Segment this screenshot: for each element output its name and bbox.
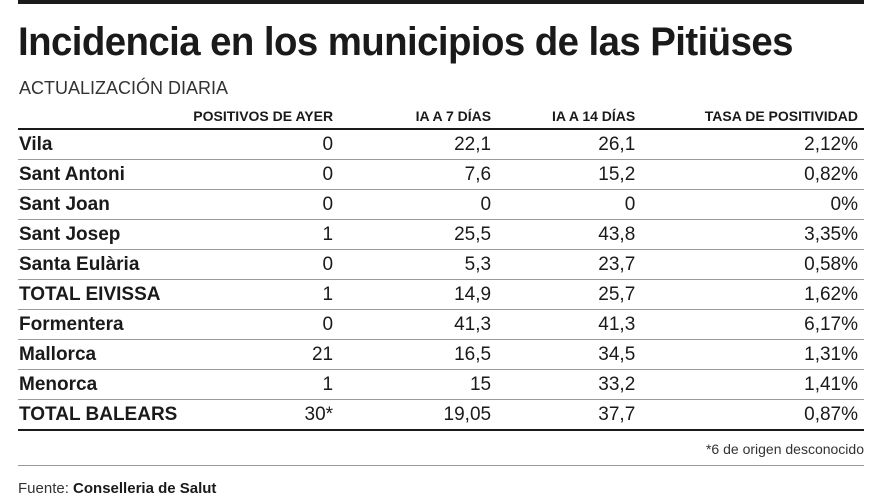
ia14-cell: 37,7	[497, 399, 642, 431]
ia7-cell: 14,9	[339, 279, 498, 310]
ia7-cell: 22,1	[339, 129, 498, 160]
positivity-cell: 3,35%	[641, 219, 864, 250]
column-header-municipality	[18, 104, 184, 130]
ia14-cell: 26,1	[497, 129, 642, 160]
table-row-total-eivissa: TOTAL EIVISSA 1 14,9 25,7 1,62%	[18, 279, 864, 310]
positives-cell: 0	[183, 189, 340, 220]
table-row: Formentera 0 41,3 41,3 6,17%	[18, 309, 864, 340]
municipality-cell: Menorca	[18, 369, 184, 400]
ia14-cell: 15,2	[497, 159, 642, 190]
ia14-cell: 33,2	[497, 369, 642, 400]
ia14-cell: 25,7	[497, 279, 642, 310]
ia14-cell: 23,7	[497, 249, 642, 280]
municipality-cell: Sant Josep	[18, 219, 184, 250]
positives-cell: 30*	[183, 399, 340, 431]
positives-cell: 1	[183, 279, 340, 310]
page-title: Incidencia en los municipios de las Piti…	[18, 20, 793, 64]
ia14-cell: 41,3	[497, 309, 642, 340]
ia14-cell: 34,5	[497, 339, 642, 370]
source-credit: Fuente: Conselleria de Salut	[18, 480, 216, 497]
municipality-cell: Sant Antoni	[18, 159, 184, 190]
positivity-cell: 0,87%	[641, 399, 864, 431]
municipality-cell: Formentera	[18, 309, 184, 340]
source-name: Conselleria de Salut	[73, 480, 217, 497]
positivity-cell: 0%	[641, 189, 864, 220]
column-header-positives: POSITIVOS DE AYER	[183, 104, 340, 130]
municipality-cell: Mallorca	[18, 339, 184, 370]
table-row-total-balears: TOTAL BALEARS 30* 19,05 37,7 0,87%	[18, 399, 864, 431]
footnote: *6 de origen desconocido	[705, 441, 864, 457]
positives-cell: 1	[183, 369, 340, 400]
table-row: Sant Antoni 0 7,6 15,2 0,82%	[18, 159, 864, 190]
ia7-cell: 0	[339, 189, 498, 220]
positives-cell: 1	[183, 219, 340, 250]
source-divider	[18, 465, 864, 466]
positives-cell: 0	[183, 249, 340, 280]
positives-cell: 0	[183, 129, 340, 160]
ia7-cell: 5,3	[339, 249, 498, 280]
column-header-ia7: IA A 7 DÍAS	[339, 104, 498, 130]
positivity-cell: 1,41%	[641, 369, 864, 400]
source-label: Fuente:	[18, 480, 69, 497]
positivity-cell: 0,82%	[641, 159, 864, 190]
ia7-cell: 25,5	[339, 219, 498, 250]
table-row: Mallorca 21 16,5 34,5 1,31%	[18, 339, 864, 370]
table-row: Menorca 1 15 33,2 1,41%	[18, 369, 864, 400]
table-row: Sant Josep 1 25,5 43,8 3,35%	[18, 219, 864, 250]
positives-cell: 0	[183, 309, 340, 340]
municipality-cell: TOTAL BALEARS	[18, 399, 184, 431]
ia14-cell: 43,8	[497, 219, 642, 250]
ia7-cell: 16,5	[339, 339, 498, 370]
ia7-cell: 15	[339, 369, 498, 400]
column-header-positivity: TASA DE POSITIVIDAD	[641, 104, 864, 130]
column-header-ia14: IA A 14 DÍAS	[497, 104, 642, 130]
positivity-cell: 6,17%	[641, 309, 864, 340]
table-row: Santa Eulària 0 5,3 23,7 0,58%	[18, 249, 864, 280]
positivity-cell: 1,31%	[641, 339, 864, 370]
top-rule	[18, 0, 864, 4]
municipality-cell: Sant Joan	[18, 189, 184, 220]
municipality-cell: TOTAL EIVISSA	[18, 279, 184, 310]
table-row: Vila 0 22,1 26,1 2,12%	[18, 129, 864, 160]
positives-cell: 21	[183, 339, 340, 370]
subtitle: ACTUALIZACIÓN DIARIA	[19, 78, 229, 98]
ia7-cell: 19,05	[339, 399, 498, 431]
table-header-row: POSITIVOS DE AYER IA A 7 DÍAS IA A 14 DÍ…	[18, 104, 864, 130]
ia14-cell: 0	[497, 189, 642, 220]
ia7-cell: 41,3	[339, 309, 498, 340]
positivity-cell: 2,12%	[641, 129, 864, 160]
municipality-cell: Vila	[18, 129, 184, 160]
positives-cell: 0	[183, 159, 340, 190]
incidence-table: POSITIVOS DE AYER IA A 7 DÍAS IA A 14 DÍ…	[18, 104, 864, 431]
municipality-cell: Santa Eulària	[18, 249, 184, 280]
positivity-cell: 0,58%	[641, 249, 864, 280]
positivity-cell: 1,62%	[641, 279, 864, 310]
ia7-cell: 7,6	[339, 159, 498, 190]
table-row: Sant Joan 0 0 0 0%	[18, 189, 864, 220]
